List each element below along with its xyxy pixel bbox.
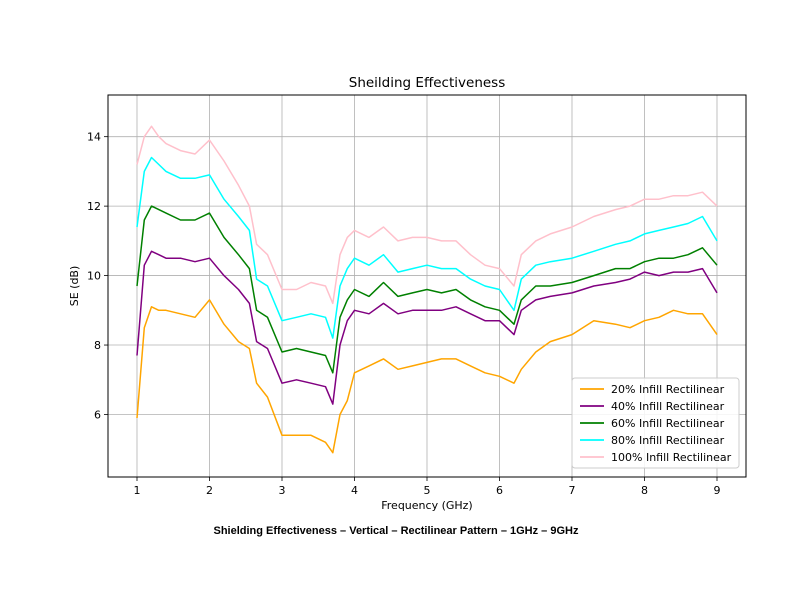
y-tick-label: 10 xyxy=(87,270,101,283)
series-line-5 xyxy=(136,125,718,305)
legend: 20% Infill Rectilinear 40% Infill Rectili… xyxy=(571,377,740,469)
y-tick-label: 12 xyxy=(87,200,101,213)
x-tick-label: 8 xyxy=(641,484,648,497)
x-tick-label: 7 xyxy=(569,484,576,497)
x-tick-label: 2 xyxy=(206,484,213,497)
series-line-3 xyxy=(136,205,718,374)
legend-box xyxy=(571,377,740,469)
legend-label-3: 60% Infill Rectilinear xyxy=(611,417,725,430)
series-lines xyxy=(136,125,718,454)
y-axis-label: SE (dB) xyxy=(68,266,81,307)
y-tick-label: 6 xyxy=(94,408,101,421)
x-axis-label: Frequency (GHz) xyxy=(381,499,472,512)
y-tick-label: 14 xyxy=(87,131,101,144)
x-tick-label: 3 xyxy=(279,484,286,497)
x-tick-label: 1 xyxy=(134,484,141,497)
x-tick-label: 6 xyxy=(496,484,503,497)
series-line-1 xyxy=(136,299,718,454)
chart-title: Sheilding Effectiveness xyxy=(349,75,506,91)
x-tick-label: 9 xyxy=(714,484,721,497)
x-tick-label: 5 xyxy=(424,484,431,497)
x-tick-label: 4 xyxy=(351,484,358,497)
legend-label-2: 40% Infill Rectilinear xyxy=(611,400,725,413)
legend-label-4: 80% Infill Rectilinear xyxy=(611,434,725,447)
y-tick-label: 8 xyxy=(94,339,101,352)
series-line-2 xyxy=(136,250,718,405)
figure-caption: Shielding Effectiveness – Vertical – Rec… xyxy=(213,525,579,537)
series-line-4 xyxy=(136,156,718,339)
legend-label-1: 20% Infill Rectilinear xyxy=(611,383,725,396)
legend-label-5: 100% Infill Rectilinear xyxy=(611,451,732,464)
